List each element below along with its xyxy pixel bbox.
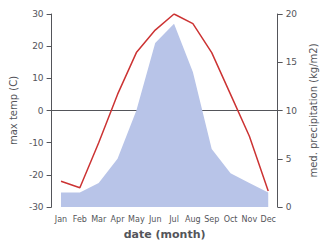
svg-text:Mar: Mar [91, 215, 107, 224]
svg-text:10: 10 [286, 106, 298, 116]
svg-text:-20: -20 [29, 170, 44, 180]
svg-text:Dec: Dec [260, 215, 275, 224]
svg-text:-10: -10 [29, 138, 44, 148]
svg-text:med. precipitation (kg/m2): med. precipitation (kg/m2) [308, 43, 319, 177]
svg-text:max temp (C): max temp (C) [8, 76, 19, 145]
svg-text:Nov: Nov [242, 215, 258, 224]
svg-text:5: 5 [286, 154, 292, 164]
svg-text:Jun: Jun [148, 215, 162, 224]
svg-text:-30: -30 [29, 202, 44, 212]
svg-text:Jul: Jul [168, 215, 179, 224]
svg-text:Jan: Jan [54, 215, 67, 224]
svg-text:15: 15 [286, 57, 297, 67]
svg-text:20: 20 [32, 41, 44, 51]
svg-text:May: May [128, 215, 145, 224]
svg-text:20: 20 [286, 9, 298, 19]
svg-text:Sep: Sep [204, 215, 219, 224]
svg-text:30: 30 [32, 9, 44, 19]
svg-text:0: 0 [286, 202, 292, 212]
svg-text:10: 10 [32, 73, 44, 83]
svg-text:date (month): date (month) [124, 228, 206, 241]
svg-text:0: 0 [38, 106, 44, 116]
svg-text:Aug: Aug [185, 215, 201, 224]
svg-text:Oct: Oct [224, 215, 238, 224]
svg-text:Feb: Feb [73, 215, 87, 224]
svg-text:Apr: Apr [111, 215, 126, 224]
